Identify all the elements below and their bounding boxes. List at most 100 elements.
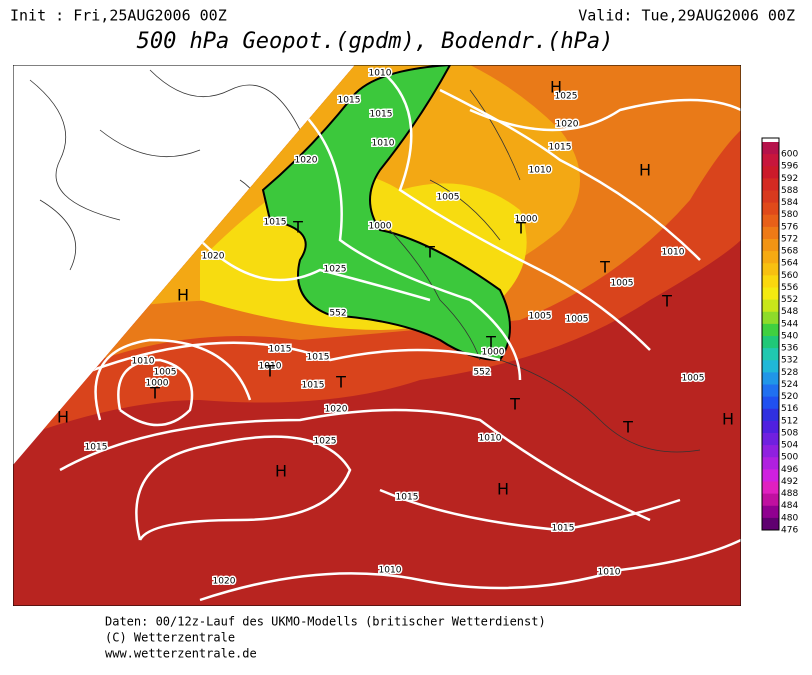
map-title: 500 hPa Geopot.(gpdm), Bodendr.(hPa) (137, 29, 614, 54)
colorbar-label: 512 (781, 416, 798, 426)
colorbar-swatch (762, 190, 779, 204)
colorbar-label: 476 (781, 525, 798, 535)
pressure-center: T (335, 373, 346, 392)
colorbar-swatch (762, 275, 779, 288)
colorbar-swatch (762, 348, 779, 361)
pressure-center: T (622, 418, 633, 437)
isobar-label: 1010 (369, 69, 392, 79)
isobar-label: 1010 (662, 248, 685, 258)
colorbar-swatch (762, 287, 779, 301)
colorbar-swatch (762, 263, 779, 276)
colorbar-swatch (762, 457, 779, 470)
isobar-label: 1000 (515, 215, 538, 225)
pressure-center: H (639, 161, 651, 180)
isobar-label: 1015 (552, 524, 575, 534)
valid-time: Valid: Tue,29AUG2006 00Z (578, 7, 795, 25)
isobar-label: 1005 (682, 374, 705, 384)
colorbar-label: 544 (781, 319, 798, 329)
colorbar-swatch (762, 299, 779, 313)
colorbar-label: 524 (781, 380, 798, 390)
isobar-label: 1020 (213, 577, 236, 587)
pressure-center: T (149, 384, 160, 403)
isobar-label: 1020 (295, 156, 318, 166)
colorbar-swatch (762, 214, 779, 228)
colorbar-swatch (762, 372, 779, 385)
colorbar-swatch (762, 251, 779, 264)
init-time: Init : Fri,25AUG2006 00Z (10, 7, 227, 25)
isobar-label: 1015 (338, 96, 361, 106)
colorbar-label: 592 (781, 174, 798, 184)
colorbar-label: 560 (781, 271, 798, 281)
pressure-center: H (275, 462, 287, 481)
colorbar-label: 488 (781, 489, 798, 499)
colorbar-swatch (762, 202, 779, 216)
pressure-center: H (550, 78, 562, 97)
colorbar-label: 500 (781, 453, 798, 463)
colorbar-label: 596 (781, 162, 798, 172)
footer-line: www.wetterzentrale.de (105, 647, 257, 661)
isobar-label: 1010 (479, 434, 502, 444)
colorbar-swatch (762, 178, 779, 191)
isobar-label: 1020 (202, 252, 225, 262)
isobar-label: 1010 (379, 566, 402, 576)
colorbar-swatch (762, 420, 779, 434)
colorbar-swatch (762, 493, 779, 507)
colorbar-swatch (762, 142, 779, 155)
colorbar-swatch (762, 384, 779, 398)
colorbar-swatch (762, 154, 779, 167)
colorbar-label: 532 (781, 356, 798, 366)
pressure-center: H (177, 286, 189, 305)
colorbar-label: 584 (781, 198, 798, 208)
footer-line: (C) Wetterzentrale (105, 631, 235, 645)
colorbar-swatch (762, 239, 779, 252)
isobar-label: 552 (329, 309, 346, 319)
colorbar-label: 516 (781, 404, 798, 414)
colorbar-swatch (762, 505, 779, 519)
isobar-label: 1020 (556, 120, 579, 130)
colorbar-swatch (762, 396, 779, 410)
pressure-center: T (485, 333, 496, 352)
colorbar-swatch (762, 166, 779, 179)
isobar-label: 1020 (325, 405, 348, 415)
colorbar-label: 536 (781, 344, 798, 354)
colorbar-swatch (762, 481, 779, 495)
colorbar-label: 568 (781, 247, 798, 257)
colorbar-label: 588 (781, 186, 798, 196)
isobar-label: 1010 (132, 357, 155, 367)
isobar-label: 1000 (482, 348, 505, 358)
colorbar-label: 496 (781, 465, 798, 475)
isobar-label: 1015 (307, 353, 330, 363)
colorbar-label: 520 (781, 392, 798, 402)
colorbar-label: 528 (781, 368, 798, 378)
colorbar-label: 576 (781, 222, 798, 232)
isobar-label: 1015 (370, 110, 393, 120)
isobar-label: 1000 (146, 379, 169, 389)
colorbar-label: 552 (781, 295, 798, 305)
isobar-label: 1005 (154, 368, 177, 378)
isobar-label: 1010 (259, 362, 282, 372)
colorbar-label: 484 (781, 501, 798, 511)
colorbar-label: 548 (781, 307, 798, 317)
colorbar-label: 480 (781, 513, 798, 523)
colorbar-swatch (762, 311, 779, 325)
colorbar-label: 540 (781, 331, 798, 341)
isobar-label: 1015 (269, 345, 292, 355)
isobar-label: 1025 (324, 265, 347, 275)
pressure-center: T (424, 243, 435, 262)
isobar-label: 1005 (529, 312, 552, 322)
pressure-center: T (264, 362, 275, 381)
colorbar-label: 508 (781, 428, 798, 438)
isobar-label: 1015 (302, 381, 325, 391)
isobar-label: 1025 (555, 92, 578, 102)
colorbar-swatch (762, 408, 779, 422)
pressure-center: T (661, 292, 672, 311)
colorbar-label: 504 (781, 441, 798, 451)
colorbar-swatch (762, 323, 779, 337)
colorbar-swatch (762, 433, 779, 446)
pressure-center: H (722, 410, 734, 429)
colorbar-label: 580 (781, 210, 798, 220)
colorbar-swatch (762, 360, 779, 373)
isobar-label: 1010 (529, 166, 552, 176)
